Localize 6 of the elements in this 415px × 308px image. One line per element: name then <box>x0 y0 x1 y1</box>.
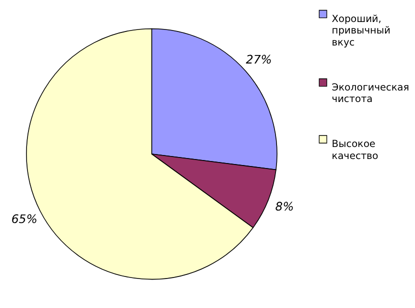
legend-label: Хороший, привычный вкус <box>332 14 390 48</box>
data-label: 65% <box>11 212 38 226</box>
legend-label: Высокое качество <box>332 139 378 162</box>
legend-label: Экологическая чистота <box>332 82 410 106</box>
data-label: 27% <box>246 52 272 66</box>
data-label: 8% <box>275 200 294 214</box>
